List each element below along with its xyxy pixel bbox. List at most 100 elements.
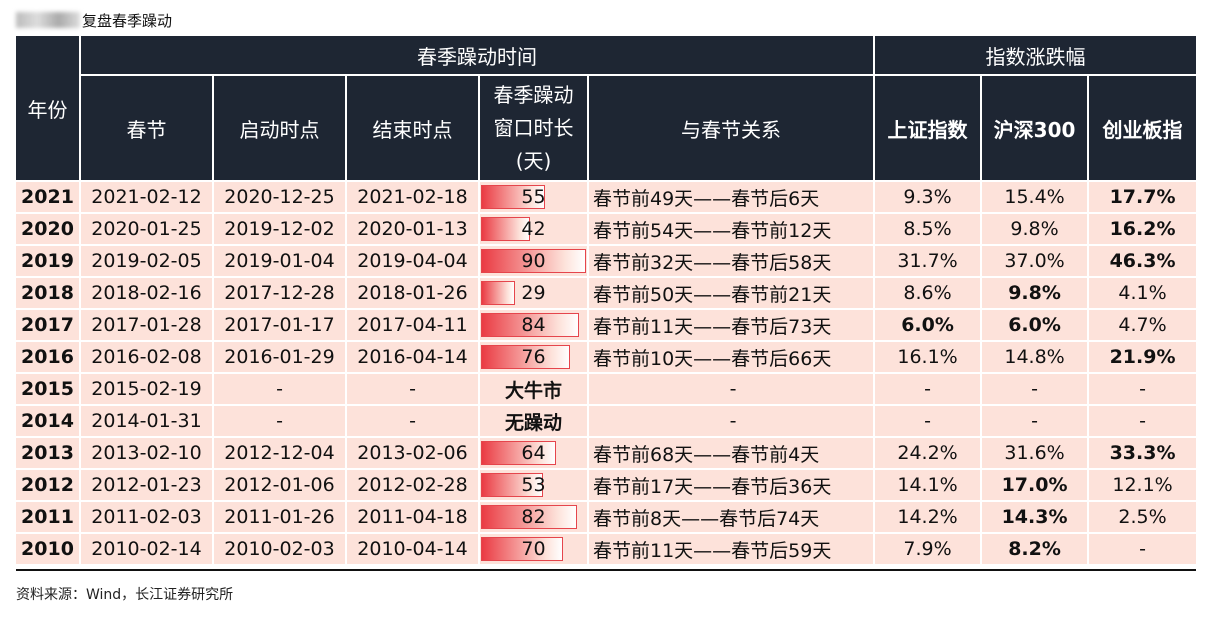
table-cell: 2018-01-26 [347, 278, 478, 308]
table-cell: 7.9% [875, 534, 981, 564]
table-row: 2011 2011-02-03 2011-01-26 2011-04-18 82 春节前8… [16, 502, 1197, 532]
table-cell: 2.5% [1089, 502, 1197, 532]
table-row: 2018 2018-02-16 2017-12-28 2018-01-26 29 春节前5… [16, 278, 1197, 308]
data-bar [481, 473, 543, 497]
table-cell: 2010-02-03 [214, 534, 345, 564]
table-cell: 春节前68天——春节前4天 [589, 438, 874, 468]
table-cell: 33.3% [1089, 438, 1197, 468]
table-cell: 2012-02-28 [347, 470, 478, 500]
duration-value: 42 [521, 218, 546, 240]
table-cell: 8.6% [875, 278, 981, 308]
table-cell: 2016-01-29 [214, 342, 345, 372]
duration-value: 53 [521, 474, 546, 496]
table-cell: 16.2% [1089, 214, 1197, 244]
title: 复盘春季躁动 [82, 11, 173, 30]
header-cell: 创业板指 [1089, 76, 1197, 180]
title-bar: 复盘春季躁动 [16, 8, 172, 32]
table-cell: 春节前50天——春节前21天 [589, 278, 874, 308]
duration-value: 55 [521, 186, 546, 208]
duration-cell: 90 [480, 246, 587, 276]
table-cell: 4.1% [1089, 278, 1197, 308]
table-cell: 2011-02-03 [81, 502, 212, 532]
data-bar [481, 537, 563, 561]
table-cell: 4.7% [1089, 310, 1197, 340]
data-bar [481, 217, 530, 241]
table-cell: 14.1% [875, 470, 981, 500]
table-cell: 2012-12-04 [214, 438, 345, 468]
duration-value: 64 [521, 442, 546, 464]
table-cell: 春节前17天——春节后36天 [589, 470, 874, 500]
table-cell: - [347, 374, 478, 404]
table-cell: 2020-12-25 [214, 182, 345, 212]
table-cell: 9.8% [982, 278, 1088, 308]
table-cell: 2017-04-11 [347, 310, 478, 340]
table-cell: 9.8% [982, 214, 1088, 244]
header-cell: 结束时点 [347, 76, 478, 180]
table-cell: 9.3% [875, 182, 981, 212]
table-cell: 2021-02-12 [81, 182, 212, 212]
table-cell: - [982, 374, 1088, 404]
table-cell: 17.7% [1089, 182, 1197, 212]
table-cell: 2019-04-04 [347, 246, 478, 276]
duration-cell: 55 [480, 182, 587, 212]
table-cell: 2012-01-06 [214, 470, 345, 500]
table-cell: 2017-01-17 [214, 310, 345, 340]
data-bar [481, 345, 570, 369]
table-cell: - [347, 406, 478, 436]
duration-value: 82 [521, 506, 546, 528]
duration-cell: 76 [480, 342, 587, 372]
duration-value: 70 [521, 538, 546, 560]
year-cell: 2012 [16, 470, 79, 500]
table-cell: 2011-01-26 [214, 502, 345, 532]
table-row: 2013 2013-02-10 2012-12-04 2013-02-06 64 春节前6… [16, 438, 1197, 468]
duration-cell: 84 [480, 310, 587, 340]
year-cell: 2010 [16, 534, 79, 564]
data-table: 年份 春季躁动时间 指数涨跌幅 春节 启动时点 结束时点 春季躁动 窗口时长 (天) 与春节… [14, 34, 1198, 566]
year-cell: 2014 [16, 406, 79, 436]
header-line: 窗口时长 [493, 115, 574, 140]
year-cell: 2015 [16, 374, 79, 404]
table-cell: 大牛市 [480, 374, 587, 404]
table-cell: - [875, 406, 981, 436]
table-row: 2021 2021-02-12 2020-12-25 2021-02-18 55 春节前4… [16, 182, 1197, 212]
table-cell: 2019-02-05 [81, 246, 212, 276]
year-cell: 2021 [16, 182, 79, 212]
table-cell: 8.5% [875, 214, 981, 244]
table-cell: 春节前11天——春节后73天 [589, 310, 874, 340]
table-cell: 2018-02-16 [81, 278, 212, 308]
table-cell: 无躁动 [480, 406, 587, 436]
table-cell: - [214, 374, 345, 404]
table-cell: 2015-02-19 [81, 374, 212, 404]
table-cell: 12.1% [1089, 470, 1197, 500]
table-cell: 春节前54天——春节前12天 [589, 214, 874, 244]
duration-cell: 70 [480, 534, 587, 564]
table-cell: 春节前49天——春节后6天 [589, 182, 874, 212]
table-cell: 2016-04-14 [347, 342, 478, 372]
header-cell: 沪深300 [982, 76, 1088, 180]
table-cell: 2010-02-14 [81, 534, 212, 564]
table-cell: 31.6% [982, 438, 1088, 468]
table-cell: 2020-01-25 [81, 214, 212, 244]
table-cell: - [1089, 534, 1197, 564]
table-cell: 2016-02-08 [81, 342, 212, 372]
blurred-logo [16, 12, 80, 28]
table-cell: 2017-12-28 [214, 278, 345, 308]
table-cell: 2013-02-10 [81, 438, 212, 468]
header-cell: 上证指数 [875, 76, 981, 180]
table-cell: 24.2% [875, 438, 981, 468]
header-cell: 与春节关系 [589, 76, 874, 180]
header-cell: 春季躁动 窗口时长 (天) [480, 76, 587, 180]
bottom-rule [16, 569, 1196, 571]
table-cell: 15.4% [982, 182, 1088, 212]
duration-cell: 64 [480, 438, 587, 468]
year-cell: 2019 [16, 246, 79, 276]
table-cell: - [589, 374, 874, 404]
table-cell: 2021-02-18 [347, 182, 478, 212]
table-cell: - [1089, 374, 1197, 404]
source-note: 资料来源：Wind，长江证券研究所 [16, 587, 234, 603]
year-cell: 2011 [16, 502, 79, 532]
table-cell: 2012-01-23 [81, 470, 212, 500]
table-cell: 2017-01-28 [81, 310, 212, 340]
table-cell: 2020-01-13 [347, 214, 478, 244]
